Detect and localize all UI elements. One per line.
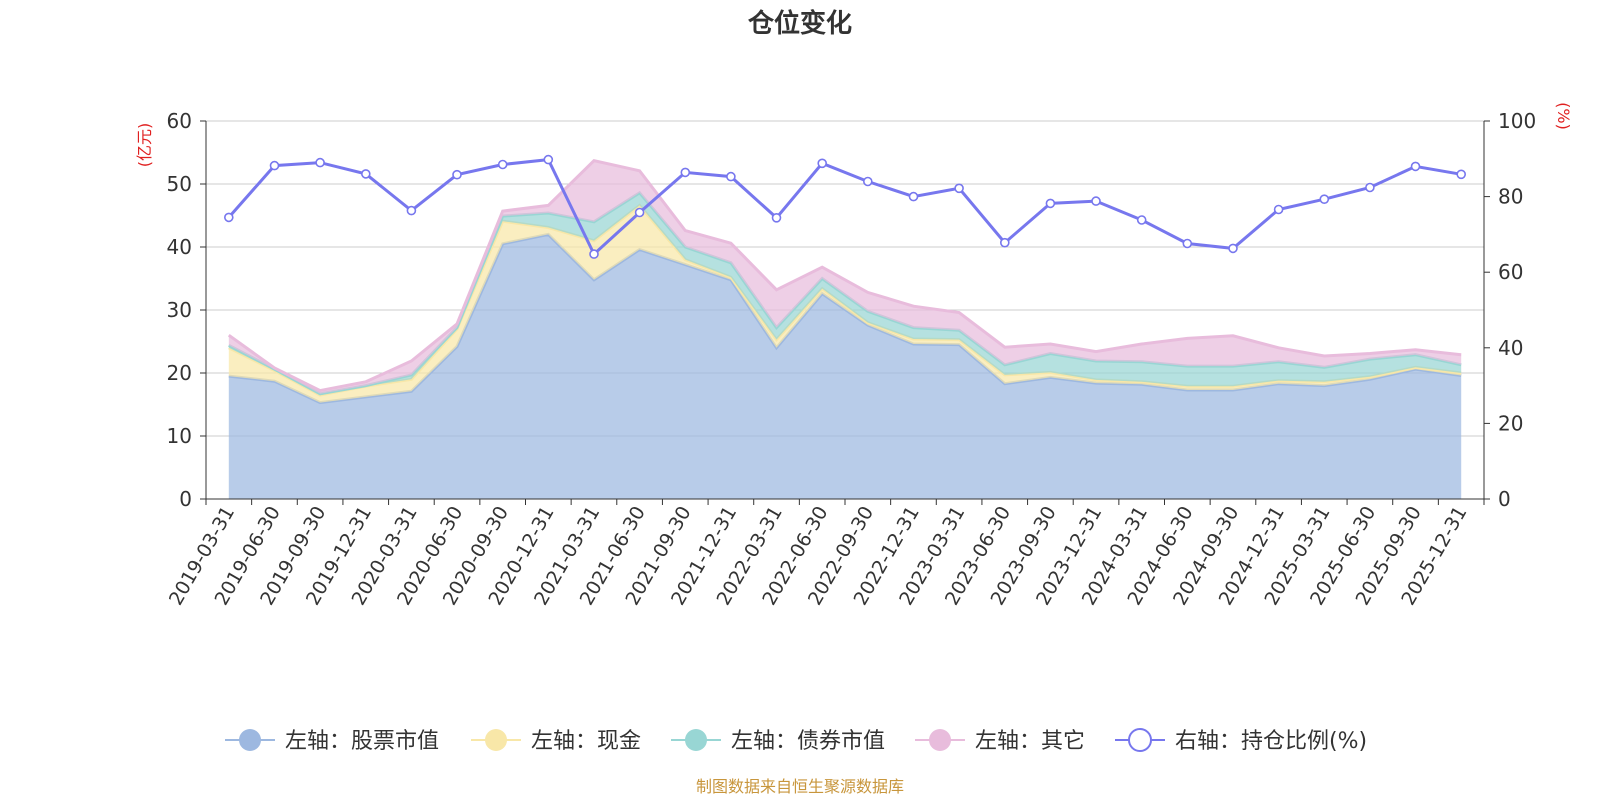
holding-ratio-point: [1045, 198, 1056, 209]
legend-item-4: 右轴：持仓比例(%): [1115, 728, 1367, 754]
holding-ratio-point: [908, 191, 919, 202]
holding-ratio-point: [1182, 238, 1193, 249]
right-axis-tick-label: 100: [1498, 109, 1536, 133]
area-series-edge-3: [227, 159, 1462, 393]
holding-ratio-point: [1456, 169, 1466, 180]
holding-ratio-point: [1319, 194, 1330, 204]
area-series-0: [228, 234, 1462, 499]
holding-ratio-point: [999, 237, 1010, 248]
legend-swatch-marker: [929, 729, 951, 751]
holding-ratio-point: [315, 157, 325, 168]
right-axis-tick-label: 60: [1498, 260, 1523, 284]
legend-label: 左轴：其它: [975, 729, 1085, 754]
holding-ratio-point: [224, 212, 234, 223]
holding-ratio-point: [1410, 161, 1421, 172]
holding-ratio-line: [227, 157, 1462, 257]
left-axis-tick-label: 20: [167, 361, 192, 385]
holding-ratio-point: [589, 249, 599, 259]
legend: 左轴：股票市值 左轴：现金 左轴：债券市值 左轴：其它 右轴：持仓比例(%): [225, 728, 1367, 754]
right-axis-tick-label: 20: [1498, 411, 1523, 435]
chart-title: 仓位变化: [747, 8, 852, 39]
source-note: 制图数据来自恒生聚源数据库: [696, 777, 904, 796]
area-series-group: [227, 159, 1462, 499]
left-axis-tick-label: 60: [167, 109, 192, 133]
holding-ratio-point: [269, 160, 280, 171]
legend-swatch-marker: [239, 729, 261, 751]
legend-label: 右轴：持仓比例(%): [1175, 729, 1367, 754]
holding-ratio-point: [680, 167, 691, 178]
holding-ratio-point: [1273, 204, 1284, 215]
legend-item-2: 左轴：债券市值: [671, 729, 885, 754]
area-series-1: [228, 205, 1462, 403]
area-series-2: [228, 192, 1462, 396]
holding-ratio-point: [452, 169, 462, 180]
legend-swatch-marker: [485, 729, 507, 751]
left-axis-tick-label: 0: [179, 487, 192, 511]
holding-ratio-point: [862, 176, 873, 187]
line-series-group: [224, 154, 1466, 259]
left-axis-tick-label: 30: [167, 298, 192, 322]
holding-ratio-point: [726, 171, 736, 182]
right-axis-tick-label: 0: [1498, 487, 1511, 511]
left-axis-tick-label: 10: [167, 424, 192, 448]
left-axis-unit: (亿元): [135, 123, 154, 168]
holding-ratio-point: [1365, 182, 1375, 193]
legend-item-0: 左轴：股票市值: [225, 729, 439, 754]
right-axis-tick-label: 40: [1498, 336, 1523, 360]
holding-ratio-point: [406, 205, 417, 216]
legend-label: 左轴：债券市值: [731, 729, 885, 754]
legend-item-1: 左轴：现金: [471, 729, 641, 754]
holding-ratio-point: [360, 169, 371, 179]
right-axis-tick-label: 80: [1498, 185, 1523, 209]
right-axis-unit: (%): [1554, 102, 1573, 130]
left-axis-tick-label: 40: [167, 235, 192, 259]
holding-ratio-point: [543, 154, 554, 165]
holding-ratio-point: [634, 207, 645, 218]
legend-item-3: 左轴：其它: [915, 729, 1085, 754]
holding-ratio-point: [497, 159, 508, 170]
left-axis-tick-label: 50: [167, 172, 192, 196]
legend-label: 左轴：股票市值: [285, 729, 439, 754]
holding-ratio-point: [954, 183, 964, 194]
holding-ratio-point: [1136, 215, 1147, 225]
holding-ratio-point: [771, 213, 782, 223]
legend-swatch-marker: [1128, 728, 1152, 752]
holding-ratio-point: [817, 158, 828, 169]
legend-label: 左轴：现金: [531, 729, 641, 754]
legend-swatch-marker: [685, 729, 707, 751]
holding-ratio-point: [1091, 196, 1101, 206]
holding-ratio-point: [1228, 243, 1238, 254]
